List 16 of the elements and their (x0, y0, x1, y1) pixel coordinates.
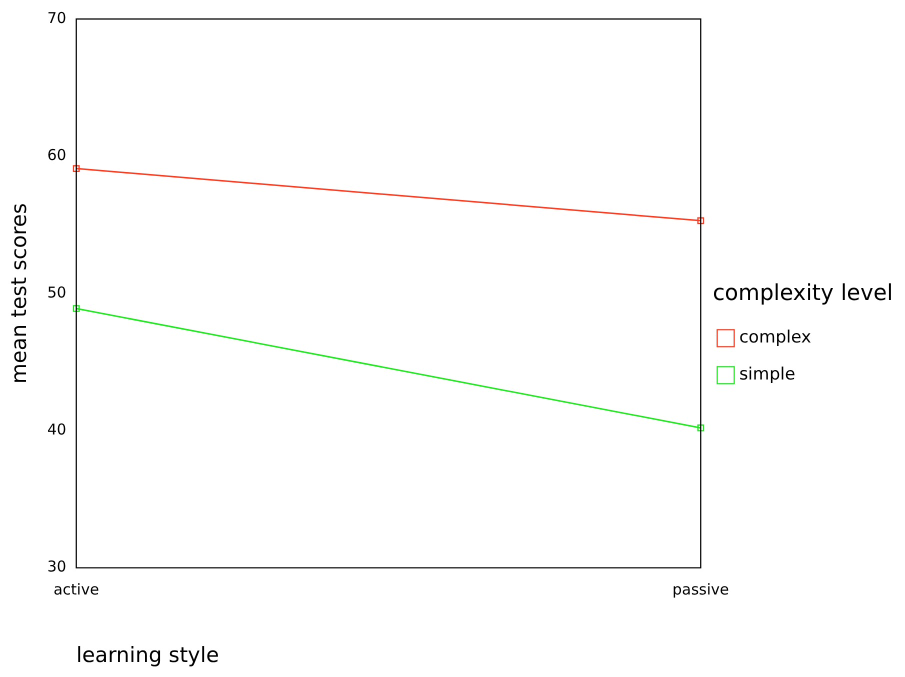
point (697, 424, 704, 432)
legend-label: simple (739, 364, 796, 385)
point (72, 305, 80, 312)
y-tick-label: 30 (47, 558, 66, 576)
y-axis-title: mean test scores (7, 203, 32, 384)
point (697, 217, 704, 224)
legend-title: complexity level (712, 281, 893, 306)
x-tick-label: passive (672, 580, 730, 599)
x-tick-label: active (53, 580, 100, 599)
legend-label: complex (739, 328, 812, 348)
x-axis-title: learning style (76, 642, 220, 667)
point (72, 165, 80, 172)
y-tick-label: 70 (47, 8, 66, 27)
y-tick-label: 40 (47, 420, 66, 438)
y-tick-label: 60 (47, 146, 66, 164)
y-tick-label: 50 (47, 283, 66, 302)
